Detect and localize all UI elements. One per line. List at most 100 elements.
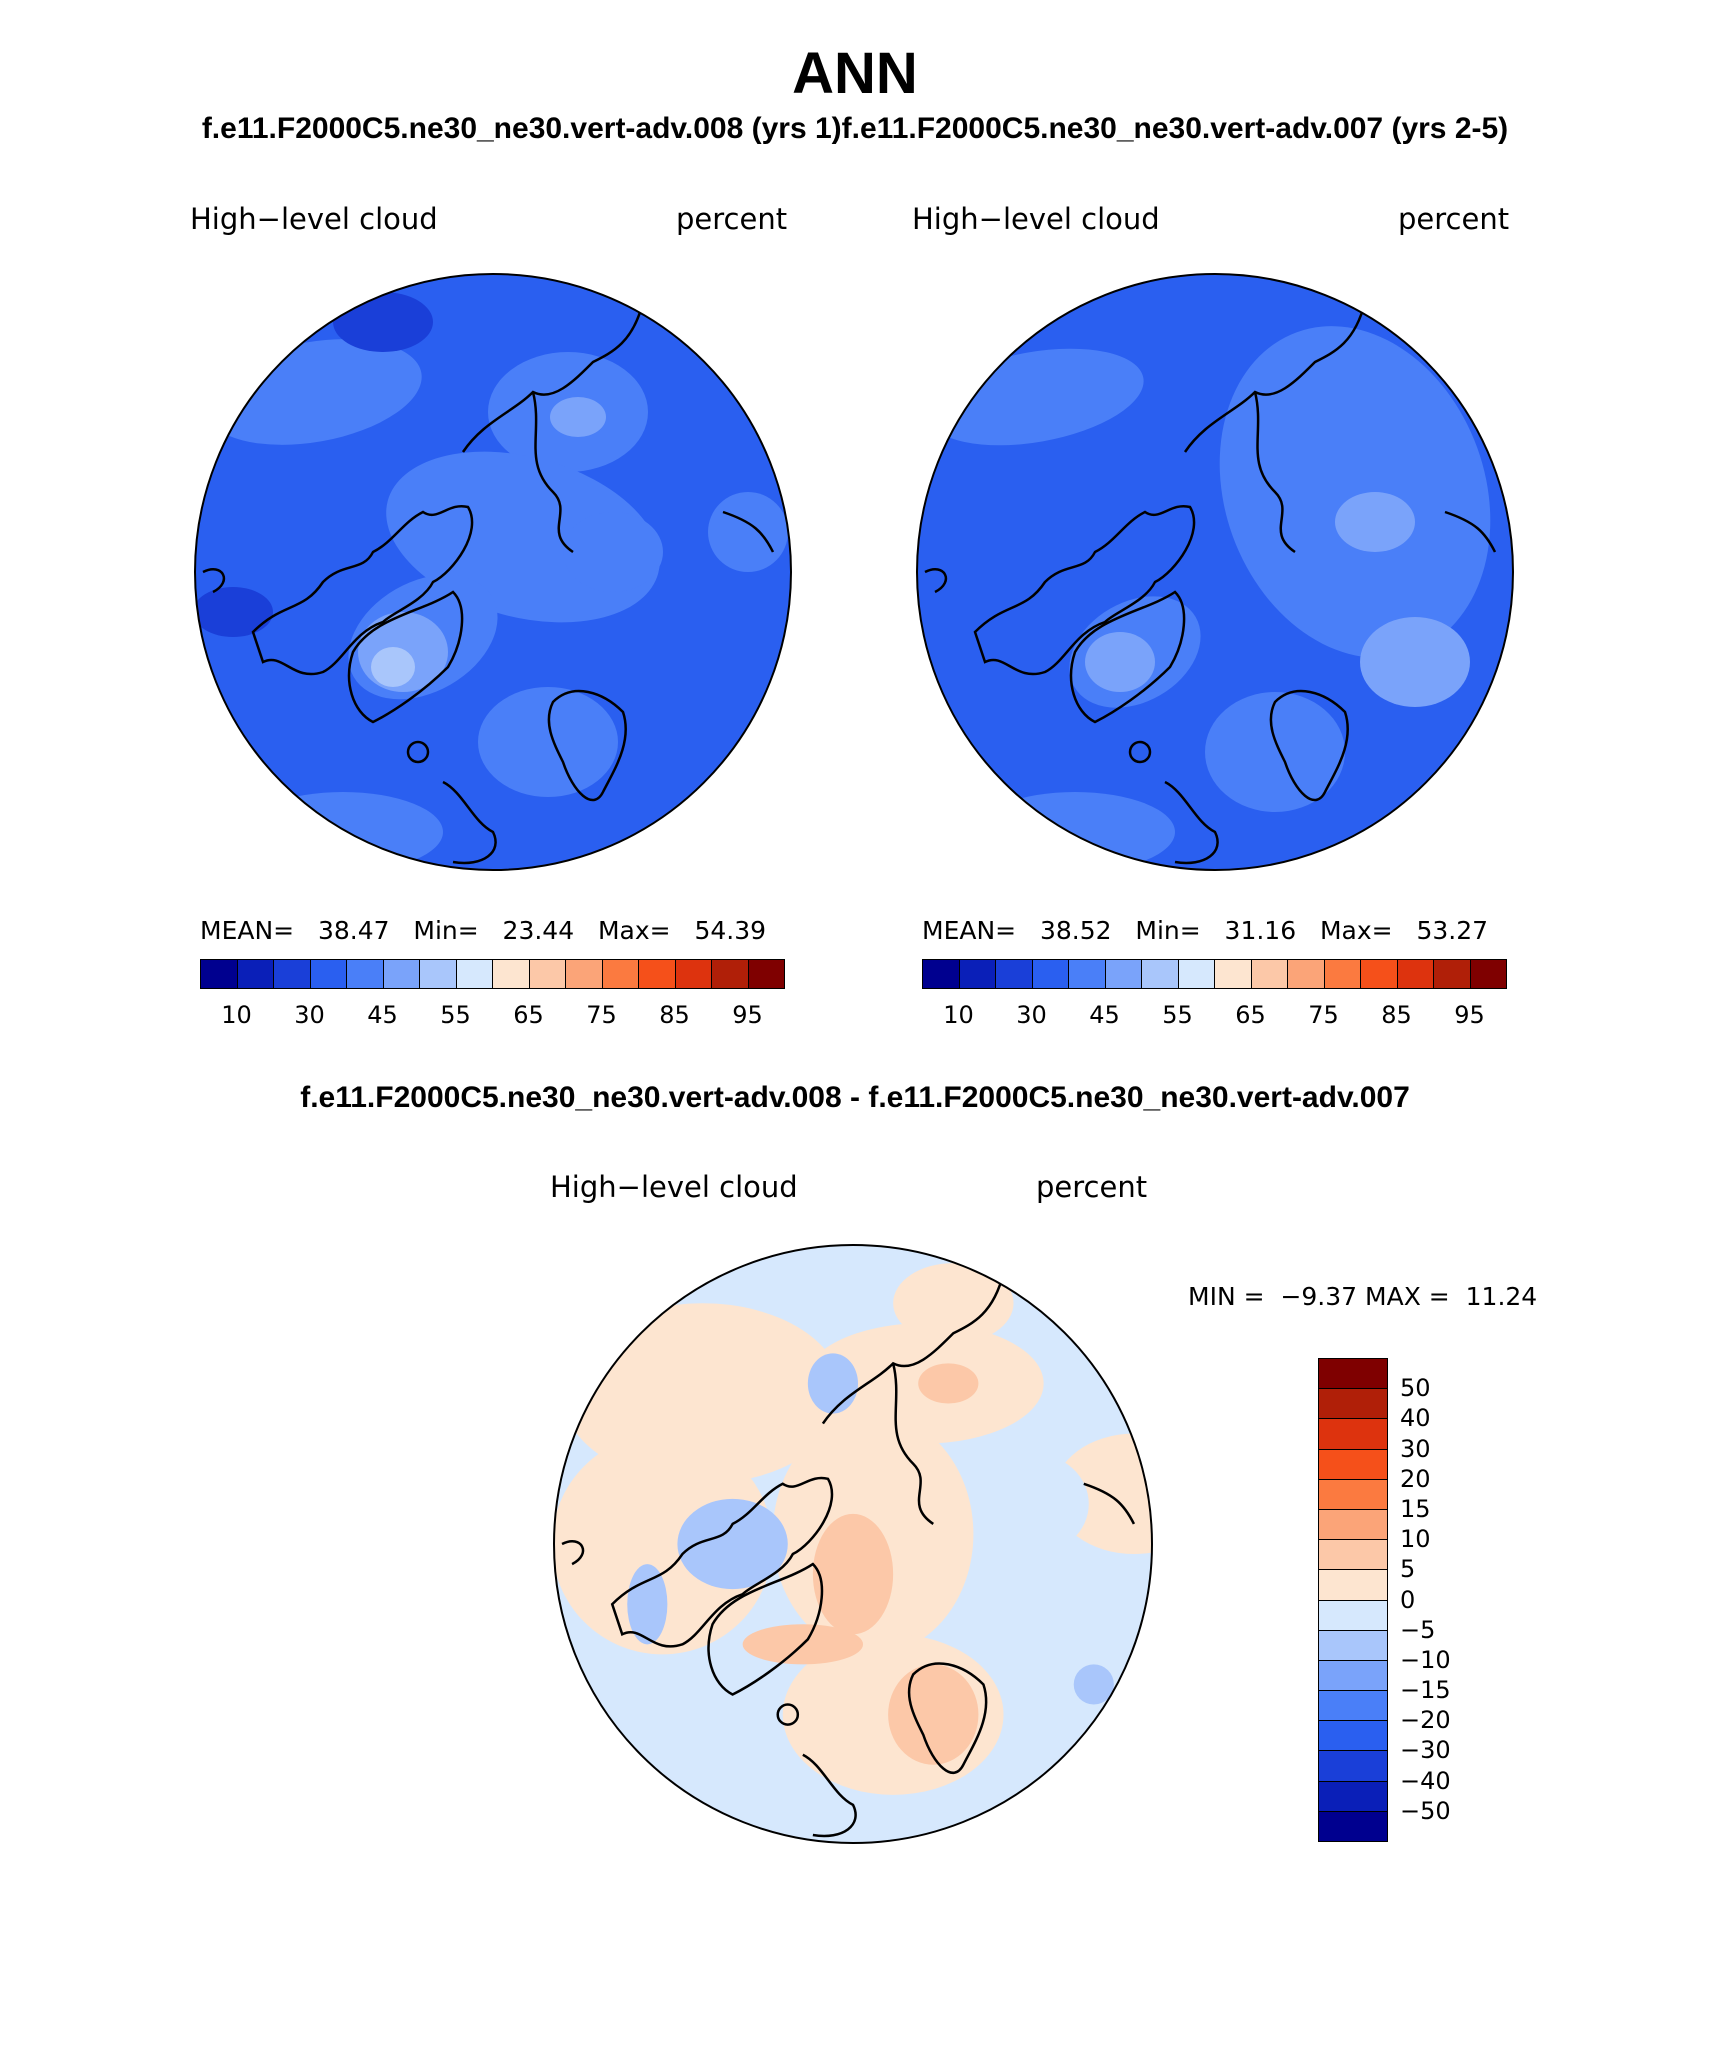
panel2-colorbar <box>922 959 1507 989</box>
colorbar-tick-label: 95 <box>1454 1001 1485 1029</box>
colorbar-tick-label: 95 <box>732 1001 763 1029</box>
panel1-min-value: 23.44 <box>502 916 575 945</box>
diff-stats: MIN = −9.37 MAX = 11.24 <box>1188 1282 1537 1311</box>
panel1-max-label: Max= <box>597 916 671 945</box>
colorbar-tick-label: −50 <box>1400 1796 1451 1825</box>
diff-units-label: percent <box>1036 1170 1148 1204</box>
colorbar-tick-label: 20 <box>1400 1464 1431 1493</box>
diff-min-label: MIN = <box>1188 1282 1265 1311</box>
panel2-stats: MEAN= 38.52 Min= 31.16 Max= 53.27 <box>922 916 1488 945</box>
colorbar-swatch <box>1318 1358 1388 1390</box>
colorbar-swatch <box>528 959 566 989</box>
colorbar-swatch <box>1318 1539 1388 1571</box>
colorbar-tick-label: 30 <box>1016 1001 1047 1029</box>
colorbar-swatch <box>1318 1478 1388 1510</box>
diff-polar-map <box>553 1244 1153 1844</box>
colorbar-swatch <box>995 959 1033 989</box>
panel2-polar-map <box>916 273 1514 871</box>
colorbar-swatch <box>419 959 457 989</box>
colorbar-swatch <box>711 959 749 989</box>
panel1-min-label: Min= <box>413 916 479 945</box>
colorbar-tick-label: 0 <box>1400 1585 1416 1614</box>
colorbar-tick-label: 75 <box>1308 1001 1339 1029</box>
colorbar-tick-label: 5 <box>1400 1555 1416 1584</box>
panel2-min-value: 31.16 <box>1224 916 1297 945</box>
diff-max-label: MAX = <box>1365 1282 1450 1311</box>
colorbar-swatch <box>1031 959 1069 989</box>
colorbar-tick-label: 55 <box>1162 1001 1193 1029</box>
colorbar-tick-label: 65 <box>513 1001 544 1029</box>
colorbar-swatch <box>1318 1750 1388 1782</box>
colorbar-swatch <box>1318 1720 1388 1752</box>
colorbar-swatch <box>1318 1810 1388 1842</box>
panel2-mean-label: MEAN= <box>922 916 1017 945</box>
panel2-min-label: Min= <box>1135 916 1201 945</box>
colorbar-tick-label: 10 <box>221 1001 252 1029</box>
colorbar-tick-label: 55 <box>440 1001 471 1029</box>
colorbar-swatch <box>492 959 530 989</box>
panel2-mean-value: 38.52 <box>1039 916 1112 945</box>
colorbar-swatch <box>747 959 785 989</box>
colorbar-swatch <box>638 959 676 989</box>
colorbar-swatch <box>1250 959 1288 989</box>
colorbar-tick-label: −10 <box>1400 1645 1451 1674</box>
diff-variable-label: High−level cloud <box>550 1170 798 1204</box>
colorbar-swatch <box>1318 1629 1388 1661</box>
colorbar-swatch <box>1177 959 1215 989</box>
colorbar-tick-label: −30 <box>1400 1736 1451 1765</box>
colorbar-swatch <box>200 959 238 989</box>
colorbar-swatch <box>1323 959 1361 989</box>
colorbar-tick-label: 40 <box>1400 1404 1431 1433</box>
colorbar-tick-label: 50 <box>1400 1374 1431 1403</box>
colorbar-swatch <box>922 959 960 989</box>
colorbar-swatch <box>1104 959 1142 989</box>
panel2-max-label: Max= <box>1319 916 1393 945</box>
colorbar-swatch <box>1318 1388 1388 1420</box>
colorbar-tick-label: 10 <box>1400 1525 1431 1554</box>
diff-max-value: 11.24 <box>1465 1282 1538 1311</box>
colorbar-swatch <box>273 959 311 989</box>
colorbar-tick-label: −15 <box>1400 1676 1451 1705</box>
colorbar-swatch <box>346 959 384 989</box>
colorbar-swatch <box>1214 959 1252 989</box>
figure-title: ANN <box>792 41 918 106</box>
panel1-polar-map <box>194 273 792 871</box>
colorbar-tick-label: 15 <box>1400 1494 1431 1523</box>
colorbar-swatch <box>1318 1780 1388 1812</box>
colorbar-swatch <box>1318 1599 1388 1631</box>
diff-subtitle: f.e11.F2000C5.ne30_ne30.vert-adv.008 - f… <box>300 1081 1410 1114</box>
colorbar-swatch <box>1396 959 1434 989</box>
colorbar-swatch <box>1318 1659 1388 1692</box>
colorbar-tick-label: 45 <box>367 1001 398 1029</box>
colorbar-tick-label: 30 <box>294 1001 325 1029</box>
colorbar-swatch <box>1141 959 1179 989</box>
panel1-max-value: 54.39 <box>694 916 767 945</box>
colorbar-swatch <box>382 959 420 989</box>
diff-min-value: −9.37 <box>1280 1282 1358 1311</box>
colorbar-tick-label: 30 <box>1400 1434 1431 1463</box>
colorbar-swatch <box>1318 1448 1388 1480</box>
colorbar-swatch <box>565 959 603 989</box>
panel1-units-label: percent <box>676 202 788 236</box>
colorbar-tick-label: 10 <box>943 1001 974 1029</box>
colorbar-tick-label: 85 <box>659 1001 690 1029</box>
colorbar-swatch <box>1318 1418 1388 1450</box>
colorbar-tick-label: 85 <box>1381 1001 1412 1029</box>
colorbar-swatch <box>309 959 347 989</box>
colorbar-tick-label: −5 <box>1400 1615 1436 1644</box>
panel2-max-value: 53.27 <box>1416 916 1489 945</box>
colorbar-swatch <box>674 959 712 989</box>
colorbar-swatch <box>601 959 639 989</box>
colorbar-swatch <box>1318 1569 1388 1601</box>
colorbar-swatch <box>1068 959 1106 989</box>
panel2-units-label: percent <box>1398 202 1510 236</box>
colorbar-swatch <box>1433 959 1471 989</box>
colorbar-swatch <box>1360 959 1398 989</box>
colorbar-tick-label: 65 <box>1235 1001 1266 1029</box>
colorbar-swatch <box>1318 1690 1388 1722</box>
colorbar-tick-label: 75 <box>586 1001 617 1029</box>
panel1-colorbar <box>200 959 785 989</box>
panel1-variable-label: High−level cloud <box>190 202 438 236</box>
colorbar-swatch <box>236 959 274 989</box>
colorbar-tick-label: 45 <box>1089 1001 1120 1029</box>
